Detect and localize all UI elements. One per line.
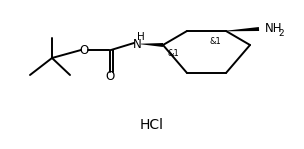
Text: NH: NH [265, 21, 282, 35]
Text: N: N [133, 38, 141, 51]
Polygon shape [141, 43, 163, 47]
Text: O: O [105, 70, 115, 83]
Text: O: O [79, 44, 89, 56]
Polygon shape [226, 27, 259, 31]
Text: &1: &1 [210, 37, 222, 45]
Text: HCl: HCl [140, 118, 164, 132]
Text: &1: &1 [168, 49, 180, 59]
Text: 2: 2 [278, 28, 284, 38]
Text: H: H [137, 32, 145, 42]
